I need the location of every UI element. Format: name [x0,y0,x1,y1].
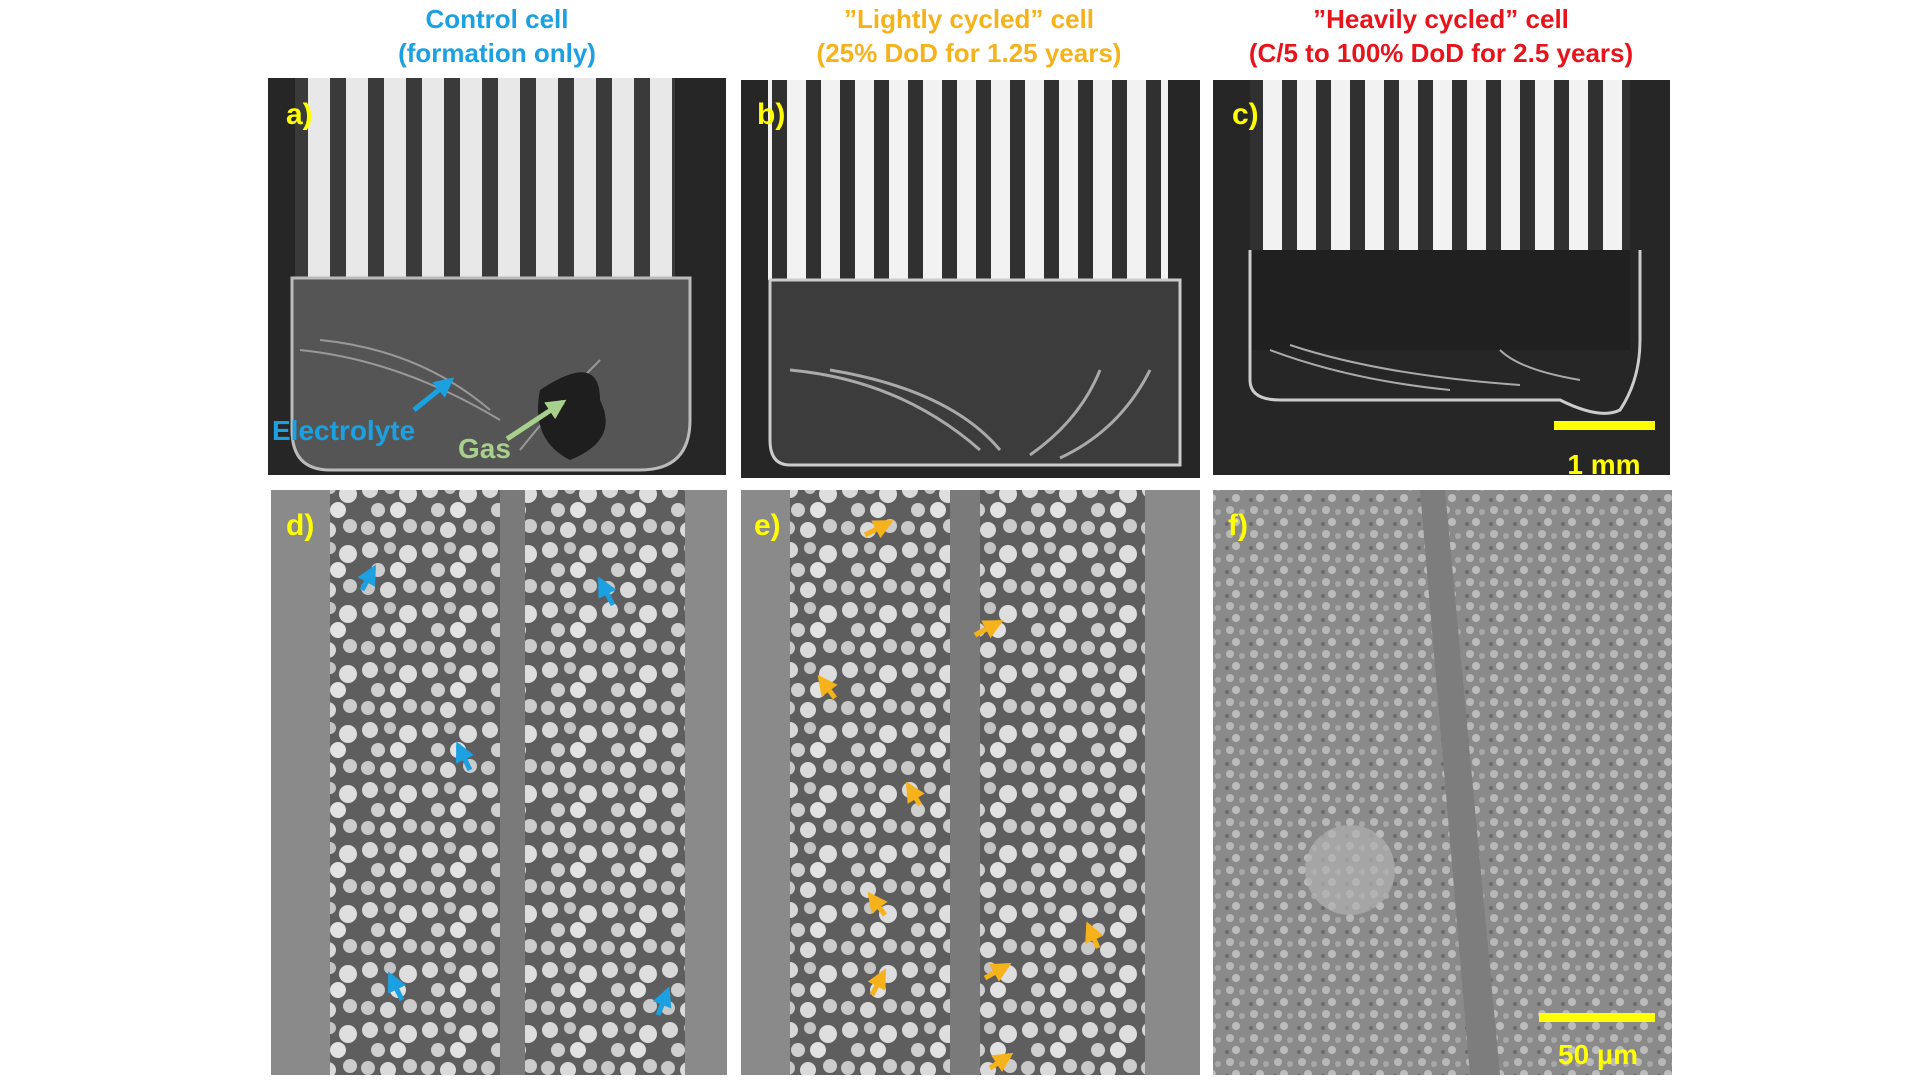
column-subtitle: (formation only) [398,38,596,68]
panel-label: b) [757,98,785,131]
ct-image [1213,80,1670,475]
scale-bar [1539,1013,1655,1022]
ct-image [268,78,726,475]
panel-label: f) [1228,509,1248,542]
ct-image [1213,490,1672,1075]
panel-label: a) [286,98,313,131]
ct-image [741,490,1200,1075]
column-title: Control cell [425,4,568,34]
scale-label: 1 mm [1567,449,1640,480]
panel-label: d) [286,509,314,542]
panel-label: e) [754,509,781,542]
scale-bar [1554,421,1655,430]
ct-image [741,80,1200,478]
annotation: Gas [458,433,511,464]
arrows [357,377,1104,1073]
panel-label: c) [1232,98,1259,131]
annotation: Electrolyte [272,415,415,446]
column-title: ”Lightly cycled” cell [844,4,1094,34]
column-title: ”Heavily cycled” cell [1313,4,1569,34]
ct-image [271,490,727,1075]
column-subtitle: (C/5 to 100% DoD for 2.5 years) [1249,38,1633,68]
column-subtitle: (25% DoD for 1.25 years) [817,38,1122,68]
scale-label: 50 µm [1558,1039,1638,1070]
